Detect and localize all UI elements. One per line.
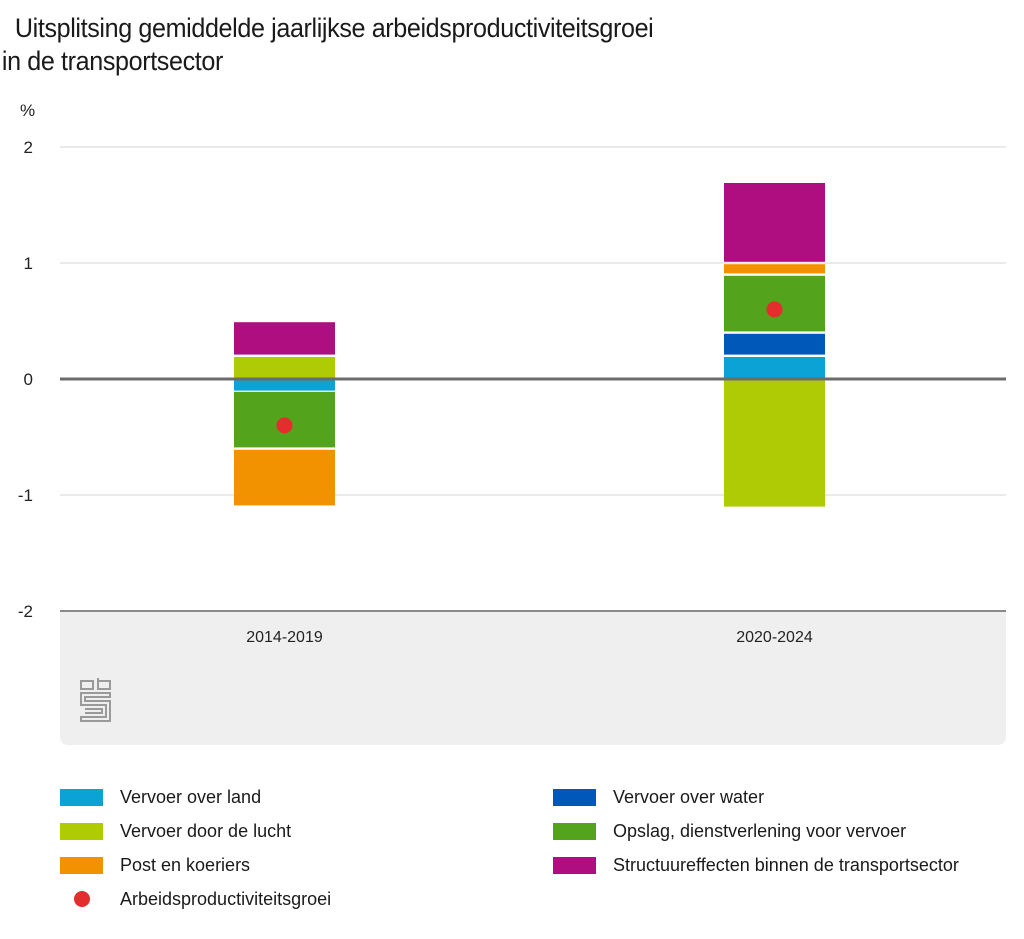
legend-item: Vervoer over land [60, 785, 261, 809]
legend-swatch [553, 856, 596, 874]
bars [234, 183, 825, 507]
x-tick-label: 2020-2024 [736, 629, 813, 646]
bar-segment [724, 333, 825, 355]
legend-item: Opslag, dienstverlening voor vervoer [553, 819, 906, 843]
bar-segment [234, 449, 335, 506]
legend-swatch [60, 822, 103, 840]
x-tick-label: 2014-2019 [246, 629, 323, 646]
bar-segment [724, 183, 825, 262]
chart-title: Uitsplitsing gemiddelde jaarlijkse arbei… [0, 12, 654, 78]
legend-label: Post en koeriers [120, 854, 251, 875]
cbs-logo-icon [80, 678, 111, 722]
points [276, 301, 783, 434]
x-axis-band-top [60, 612, 1006, 622]
legend-item: Vervoer door de lucht [60, 819, 291, 843]
y-tick-label: 1 [24, 254, 33, 273]
legend-dot-icon [74, 891, 90, 907]
bar-segment [724, 357, 825, 379]
legend-swatch [553, 788, 596, 806]
chart-area: 2 1 0 -1 -2 % 2014-2019 2020-2024 [18, 101, 1006, 745]
chart-title-line-1: Uitsplitsing gemiddelde jaarlijkse arbei… [14, 13, 654, 43]
legend-label: Vervoer over water [613, 786, 765, 807]
bar-segment [234, 322, 335, 355]
bar-segment [724, 264, 825, 274]
chart-title-line-2: in de transportsector [1, 46, 223, 76]
legend-item: Structuureffecten binnen de transportsec… [553, 853, 959, 877]
legend-swatch [60, 788, 103, 806]
bar-segment [234, 357, 335, 379]
legend-item: Arbeidsproductiviteitsgroei [60, 887, 331, 911]
bar-segment [234, 380, 335, 391]
y-tick-label: 0 [24, 370, 33, 389]
legend-label: Structuureffecten binnen de transportsec… [613, 854, 959, 875]
y-tick-label: 2 [24, 138, 33, 157]
legend-item: Post en koeriers [60, 853, 250, 877]
y-axis-unit-label: % [20, 101, 35, 120]
y-tick-label: -1 [18, 486, 33, 505]
bar-segment [724, 380, 825, 507]
legend-label: Arbeidsproductiviteitsgroei [120, 888, 332, 909]
y-tick-label: -2 [18, 602, 33, 621]
legend-swatch [553, 822, 596, 840]
legend-label: Vervoer door de lucht [120, 820, 292, 841]
y-tick-labels: 2 1 0 -1 -2 [18, 138, 33, 621]
x-axis-band [60, 612, 1006, 745]
legend-item: Vervoer over water [553, 785, 764, 809]
legend-label: Opslag, dienstverlening voor vervoer [613, 820, 907, 841]
legend-swatch [60, 856, 103, 874]
legend-label: Vervoer over land [120, 786, 262, 807]
point-marker [276, 417, 293, 434]
point-marker [766, 301, 783, 318]
x-tick-labels: 2014-2019 2020-2024 [246, 629, 813, 646]
